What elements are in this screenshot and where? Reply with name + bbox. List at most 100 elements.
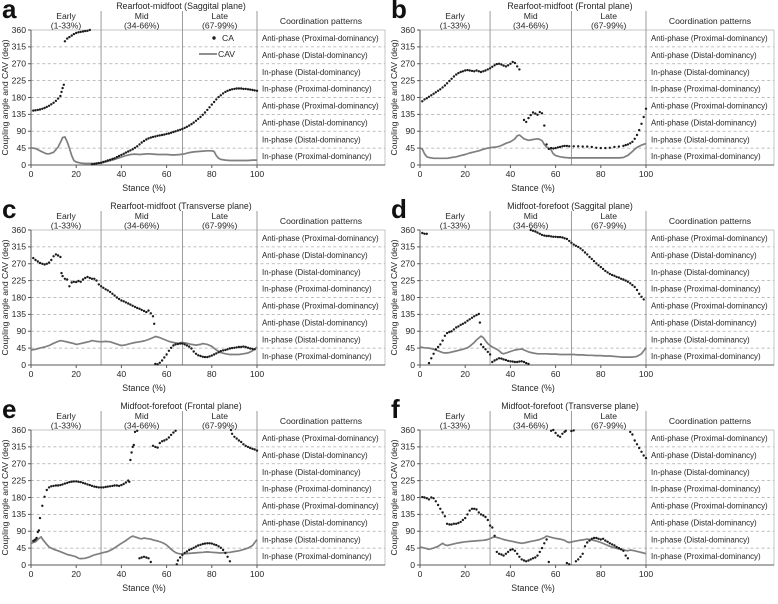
ca-dot	[113, 157, 116, 160]
ca-dot	[165, 132, 168, 136]
ca-dot	[536, 554, 539, 557]
x-tick-label: 60	[551, 369, 561, 379]
ca-dot	[529, 228, 532, 232]
ca-dot	[626, 280, 630, 283]
ca-dot	[63, 277, 67, 280]
ca-dot	[127, 302, 130, 305]
ca-dot	[445, 331, 449, 335]
ca-dot	[642, 298, 645, 301]
ca-dot	[436, 503, 440, 507]
ca-dot	[229, 428, 233, 432]
phase-name: Late	[211, 211, 228, 221]
y-tick-label: 45	[405, 543, 415, 553]
ca-dot	[253, 448, 256, 451]
ca-dot	[461, 70, 465, 73]
ca-dot	[493, 359, 496, 362]
ca-dot	[244, 87, 247, 91]
ca-dot	[131, 148, 134, 151]
x-tick-label: 80	[207, 569, 217, 579]
ca-dot	[638, 446, 641, 450]
ca-dot	[534, 230, 537, 233]
ca-dot	[527, 116, 530, 120]
ca-dot	[95, 162, 98, 165]
ca-dot	[188, 345, 191, 348]
ca-dot	[237, 345, 241, 349]
panel-e-chart: 0 45 90 135 180 225 270 315 360 0 20 40 60 80 100 Midfo…	[0, 401, 386, 593]
pattern-label: In-phase (Proximal-dominancy)	[262, 285, 372, 294]
ca-dot	[554, 146, 557, 150]
ca-dot	[142, 309, 146, 313]
panel-letter-b: b	[391, 0, 407, 24]
ca-dot	[88, 483, 92, 487]
ca-dots	[32, 28, 259, 166]
ca-dot	[599, 538, 602, 541]
ca-dot	[629, 282, 632, 285]
ca-dot	[117, 154, 121, 158]
ca-dot	[563, 237, 566, 240]
ca-dot	[192, 350, 195, 353]
phase-range: (34-66%)	[124, 21, 159, 31]
ca-dot	[430, 357, 433, 360]
ca-dot	[242, 443, 245, 446]
ca-dot	[165, 353, 168, 356]
x-tick-label: 0	[29, 569, 34, 579]
ca-dot	[425, 497, 428, 500]
x-tick-label: 40	[506, 369, 516, 379]
ca-dot	[595, 146, 598, 149]
ca-dot	[545, 143, 548, 146]
y-tick-label: 45	[405, 343, 415, 353]
ca-dot	[210, 542, 213, 545]
x-tick-label: 60	[551, 169, 561, 179]
y-tick-label: 90	[16, 326, 26, 336]
ca-dot	[59, 255, 62, 259]
pattern-label: Anti-phase (Proximal-dominancy)	[262, 102, 379, 111]
panel-letter-f: f	[391, 394, 400, 424]
ca-dot	[579, 247, 582, 250]
ca-dot	[586, 541, 589, 544]
ca-dot	[464, 69, 467, 72]
y-axis-label: Coupling angle and CAV (deg)	[0, 39, 10, 155]
y-tick-label: 315	[12, 442, 27, 452]
ca-dot	[230, 346, 234, 350]
x-tick-label: 100	[250, 569, 265, 579]
ca-dot	[445, 522, 449, 525]
ca-dot	[72, 280, 76, 283]
ca-dot	[131, 445, 134, 449]
ca-dot	[99, 486, 103, 489]
ca-dot	[597, 537, 600, 540]
y-tick-label: 0	[21, 160, 26, 170]
phase-range: (67-99%)	[591, 221, 626, 231]
x-tick-label: 0	[418, 369, 423, 379]
ca-dot	[531, 229, 535, 232]
phase-range: (1-33%)	[440, 21, 471, 31]
x-axis-label: Stance (%)	[511, 383, 555, 393]
ca-dot	[154, 362, 157, 366]
ca-dot	[88, 276, 92, 280]
phase-range: (67-99%)	[202, 221, 237, 231]
ca-dot	[595, 262, 598, 265]
ca-dot	[217, 95, 220, 99]
pattern-label: Anti-phase (Proximal-dominancy)	[262, 502, 379, 511]
y-tick-label: 135	[401, 309, 416, 319]
ca-dot	[72, 480, 76, 483]
ca-dot	[473, 315, 476, 318]
ca-dot	[201, 355, 204, 358]
ca-dot	[552, 147, 555, 150]
ca-dot	[206, 108, 209, 112]
ca-dot	[549, 235, 553, 238]
ca-dot	[583, 251, 587, 254]
ca-dot	[106, 485, 110, 488]
ca-dot	[32, 256, 35, 260]
y-axis-label: Coupling angle and CAV (deg)	[389, 439, 399, 555]
phase-range: (1-33%)	[51, 221, 82, 231]
x-tick-label: 40	[117, 169, 127, 179]
ca-dot	[543, 542, 546, 545]
ca-dot	[147, 309, 150, 312]
ca-dot	[468, 509, 471, 512]
ca-dot	[425, 97, 428, 100]
ca-dot	[41, 504, 44, 507]
ca-dot	[631, 140, 634, 143]
ca-dot	[540, 233, 544, 237]
ca-dot	[538, 232, 541, 235]
ca-dot	[221, 548, 225, 552]
